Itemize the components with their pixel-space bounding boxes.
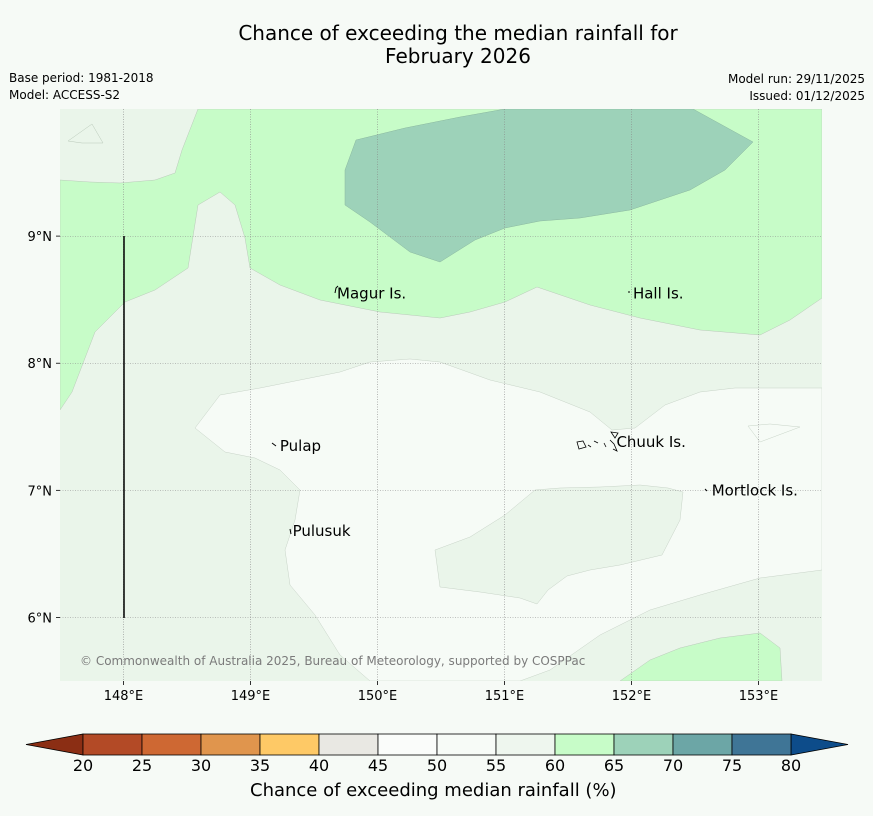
longitude-tick-label: 149°E: [231, 689, 271, 704]
island-magur: [334, 285, 339, 294]
longitude-tick-label: 151°E: [485, 689, 525, 704]
longitude-tick-label: 148°E: [104, 689, 144, 704]
place-label-pulusuk: Pulusuk: [293, 522, 351, 540]
latitude-tick-label: 8°N: [28, 357, 53, 372]
colorbar-tick-label: 40: [309, 756, 329, 775]
colorbar-tick-label: 55: [486, 756, 506, 775]
colorbar-tick-label: 80: [781, 756, 801, 775]
model-run-text: Model run: 29/11/2025: [727, 72, 865, 86]
island-mortlock: [704, 488, 708, 492]
longitude-tick-label: 152°E: [612, 689, 652, 704]
title-line-1: Chance of exceeding the median rainfall …: [238, 21, 678, 45]
contour-zones: [60, 109, 822, 681]
colorbar-tick-label: 65: [604, 756, 624, 775]
colorbar-tick-label: 70: [663, 756, 683, 775]
latitude-tick-label: 9°N: [28, 230, 53, 245]
colorbar-segment: [554, 733, 615, 756]
colorbar-tick-label: 20: [73, 756, 93, 775]
colorbar-tick-label: 60: [545, 756, 565, 775]
info-right: Model run: 29/11/2025 Issued: 01/12/2025: [728, 71, 865, 105]
zone-55-60-inner: [434, 484, 684, 605]
colorbar: 20 25 30 35 40 45 50 55 60 65 70 75 80: [25, 733, 849, 775]
colorbar-segment: [82, 733, 143, 756]
colorbar-tick-label: 50: [427, 756, 447, 775]
colorbar-segment: [318, 733, 379, 756]
longitude-tick-label: 150°E: [358, 689, 398, 704]
place-label-pulap: Pulap: [280, 437, 321, 455]
base-period-text: Base period: 1981-2018: [9, 71, 154, 85]
latitude-axis: 9°N 8°N 7°N 6°N: [28, 230, 60, 626]
colorbar-tick-label: 30: [191, 756, 211, 775]
info-left: Base period: 1981-2018 Model: ACCESS-S2: [9, 70, 154, 104]
zone-50-55-small-east: [747, 423, 801, 443]
latitude-tick-label: 7°N: [28, 484, 53, 499]
colorbar-tick-label: 45: [368, 756, 388, 775]
colorbar-segment: [731, 733, 792, 756]
colorbar-segment: [141, 733, 202, 756]
gridlines: [60, 109, 822, 681]
colorbar-extend-high: [790, 733, 849, 756]
zone-60-65-south: [619, 632, 783, 681]
island-pulusuk: [289, 528, 292, 535]
islands: [271, 285, 708, 535]
place-label-mortlock-is: Mortlock Is.: [712, 481, 798, 499]
colorbar-segment: [495, 733, 556, 756]
longitude-tick-label: 153°E: [739, 689, 779, 704]
colorbar-extend-low: [25, 733, 84, 756]
place-labels: Magur Is. Hall Is. Pulap Chuuk Is. Mortlock …: [280, 284, 798, 540]
colorbar-label: Chance of exceeding median rainfall (%): [250, 780, 617, 801]
title-line-2: February 2026: [385, 44, 531, 68]
longitude-axis: 148°E 149°E 150°E 151°E 152°E 153°E: [104, 681, 779, 704]
zone-55-60-patch-top-left: [67, 123, 104, 144]
place-label-chuuk-is: Chuuk Is.: [616, 433, 685, 451]
island-chuuk-lagoon: [576, 431, 619, 452]
copyright-text: © Commonwealth of Australia 2025, Bureau…: [80, 654, 585, 668]
colorbar-segment: [672, 733, 733, 756]
zone-65-70: [344, 109, 754, 263]
chart-title: Chance of exceeding the median rainfall …: [0, 22, 873, 68]
island-pulap: [271, 442, 277, 447]
colorbar-segment: [436, 733, 497, 756]
colorbar-tick-label: 25: [132, 756, 152, 775]
colorbar-segment: [377, 733, 438, 756]
colorbar-tick-label: 35: [250, 756, 270, 775]
latitude-tick-label: 6°N: [28, 611, 53, 626]
colorbar-segment: [613, 733, 674, 756]
colorbar-segment: [200, 733, 261, 756]
colorbar-tick-label: 75: [722, 756, 742, 775]
colorbar-segment: [259, 733, 320, 756]
model-text: Model: ACCESS-S2: [9, 88, 121, 102]
place-label-hall-is: Hall Is.: [633, 284, 684, 302]
issued-text: Issued: 01/12/2025: [749, 89, 865, 103]
place-label-magur-is: Magur Is.: [337, 284, 406, 302]
